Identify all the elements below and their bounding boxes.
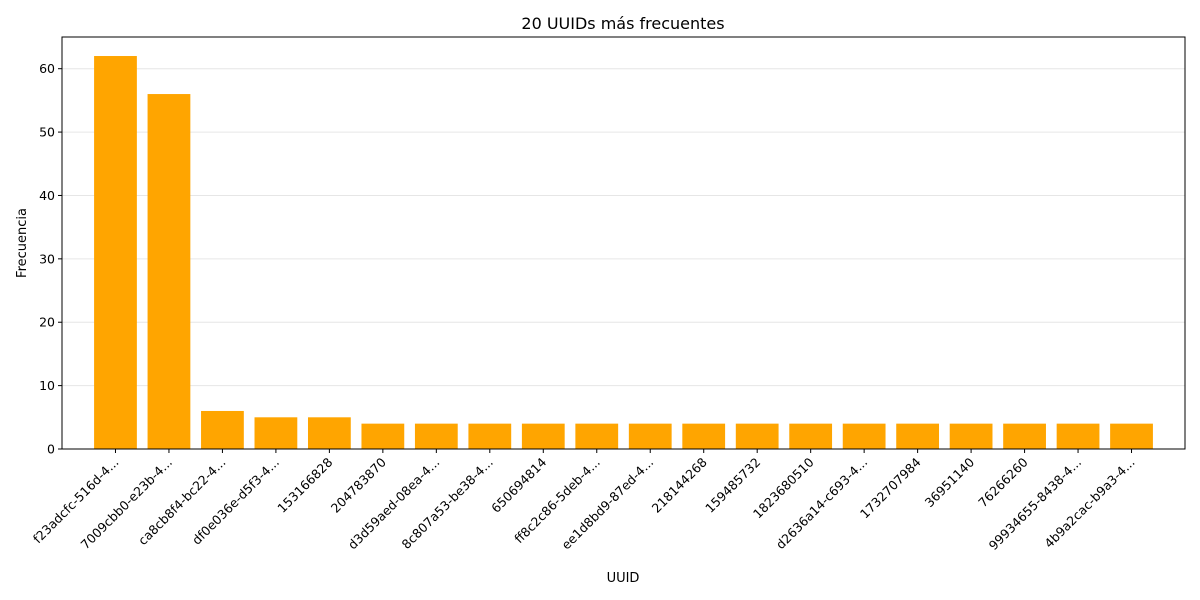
y-tick-label: 30 — [39, 251, 55, 266]
bar — [789, 423, 833, 449]
x-tick-label: d2636a14-c693-4... — [773, 455, 871, 553]
y-tick-label: 0 — [47, 442, 55, 457]
bar — [735, 423, 779, 449]
bar — [1110, 423, 1153, 449]
bar — [361, 423, 405, 449]
y-axis: 0 10 20 30 40 50 60 — [39, 61, 62, 457]
x-tick-label: 153166828 — [274, 454, 335, 515]
plot-frame — [61, 36, 1186, 450]
y-tick-label: 60 — [39, 61, 55, 76]
grid-lines — [62, 68, 1185, 387]
bar — [575, 423, 619, 449]
chart-title: 20 UUIDs más frecuentes — [521, 14, 724, 33]
y-axis-label: Frecuencia — [15, 208, 30, 278]
x-tick-label: f23adcfc-516d-4... — [30, 455, 122, 547]
x-tick-label: 4b9a2cac-b9a3-4... — [1041, 455, 1137, 551]
bar — [682, 423, 726, 449]
bar — [1056, 423, 1100, 449]
bars — [94, 56, 1153, 450]
bar — [468, 423, 512, 449]
bar — [414, 423, 458, 449]
bar — [307, 417, 351, 449]
bar — [254, 417, 298, 449]
bar — [896, 423, 940, 449]
y-tick-label: 50 — [39, 125, 55, 140]
x-tick-label: 99934655-8438-4... — [986, 455, 1085, 554]
bar — [628, 423, 672, 449]
x-tick-label: 7009cbb0-e23b-4... — [78, 455, 176, 553]
bar — [842, 423, 886, 449]
x-axis-label: UUID — [607, 571, 640, 586]
x-axis: f23adcfc-516d-4...7009cbb0-e23b-4...ca8c… — [30, 449, 1138, 553]
bar — [147, 94, 191, 450]
bar — [1003, 423, 1046, 449]
x-tick-label: 36951140 — [922, 454, 978, 510]
x-tick-label: 218144268 — [649, 454, 710, 515]
bar — [201, 410, 244, 449]
y-tick-label: 10 — [39, 378, 55, 393]
x-tick-label: 76266260 — [975, 454, 1031, 510]
bar — [94, 56, 137, 450]
x-tick-label: ee1d8bd9-87ed-4... — [558, 455, 656, 553]
bar — [949, 423, 993, 449]
bar — [521, 423, 565, 449]
x-tick-label: 8c807a53-be38-4... — [399, 455, 496, 552]
y-tick-label: 20 — [39, 315, 55, 330]
x-tick-label: d3d59aed-08ea-4... — [345, 455, 443, 553]
y-tick-label: 40 — [39, 188, 55, 203]
